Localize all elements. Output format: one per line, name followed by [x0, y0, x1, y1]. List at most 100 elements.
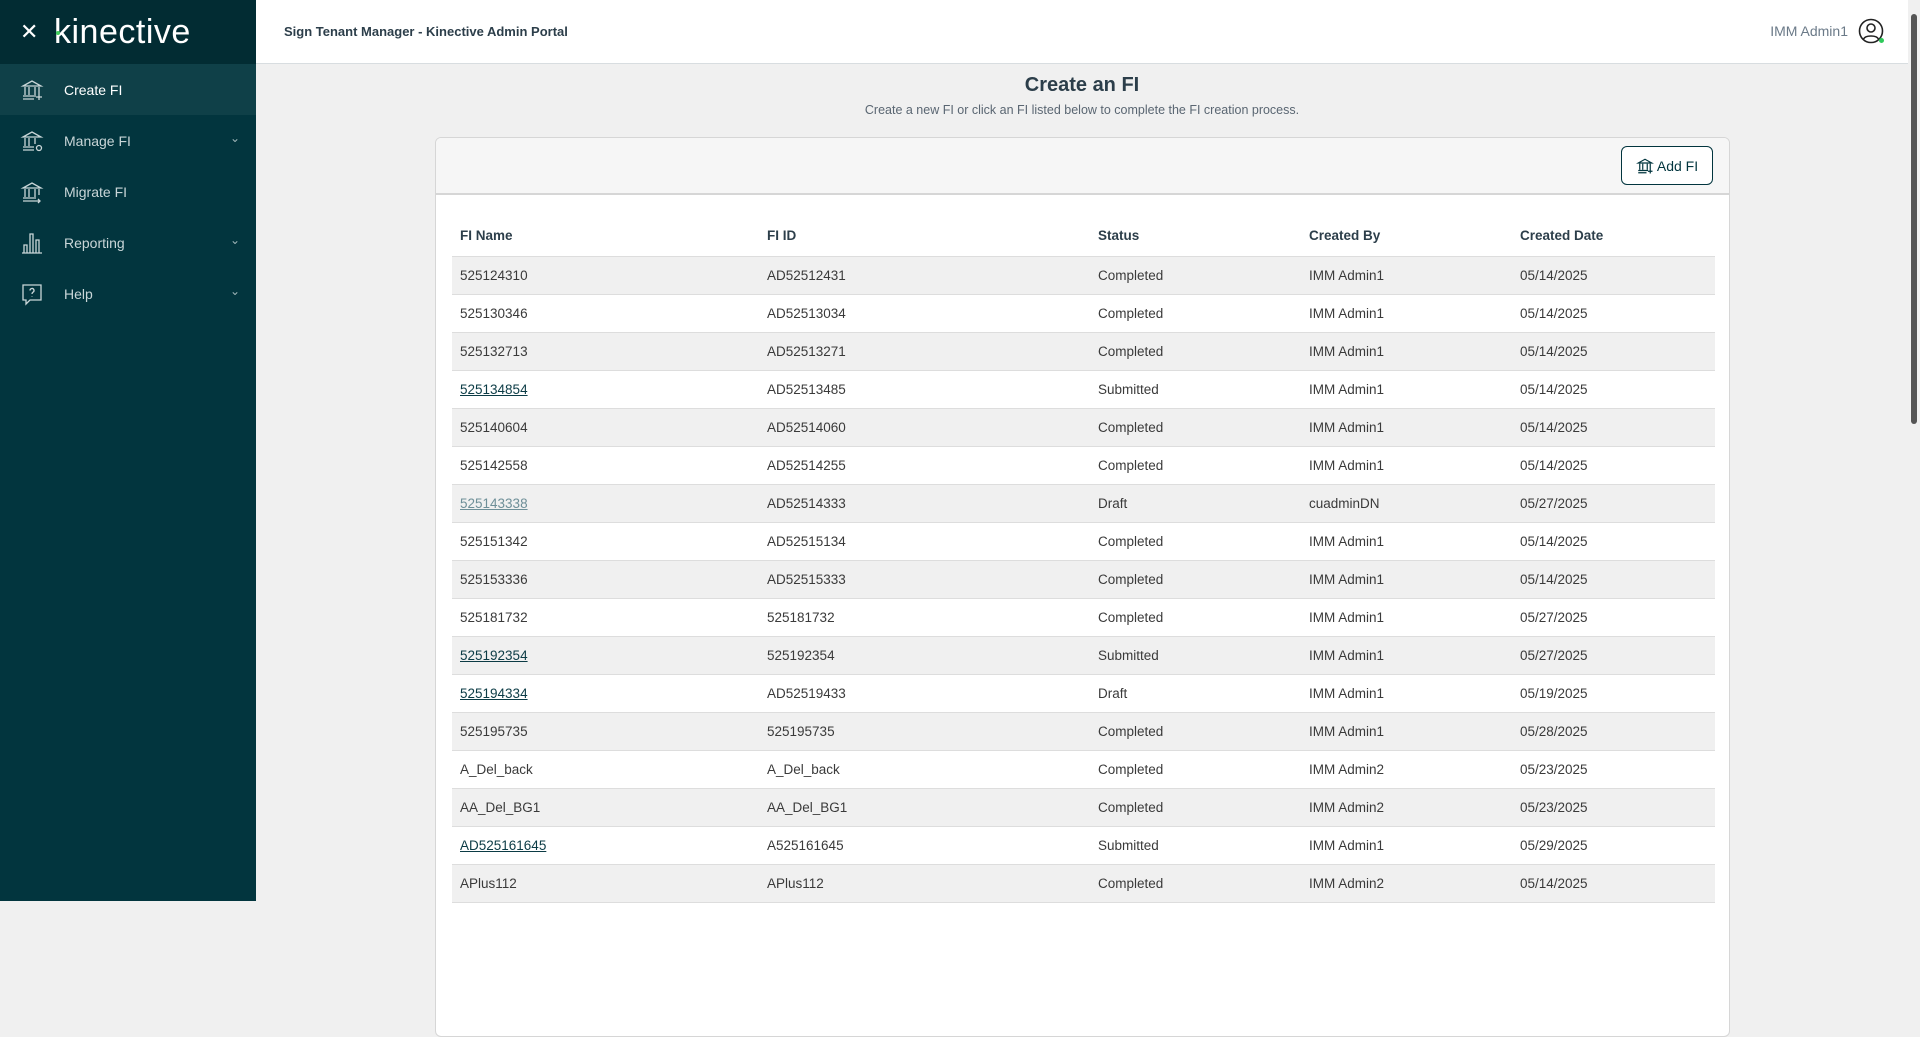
- cell-status: Submitted: [1090, 826, 1301, 865]
- logo-accent-dot: [56, 30, 60, 35]
- column-header[interactable]: FI Name: [452, 216, 759, 257]
- cell-date: 05/14/2025: [1512, 864, 1715, 903]
- cell-id: AD52512431: [759, 256, 1090, 295]
- cell-by: IMM Admin1: [1301, 370, 1512, 409]
- column-header[interactable]: Created By: [1301, 216, 1512, 257]
- cell-name: APlus112: [452, 864, 759, 903]
- table-row[interactable]: 525153336 AD52515333 Completed IMM Admin1 05…: [452, 560, 1715, 599]
- table-row[interactable]: 525143338 AD52514333 Draft cuadminDN 05/27/2…: [452, 484, 1715, 523]
- cell-name: 525132713: [452, 332, 759, 371]
- cell-by: IMM Admin2: [1301, 864, 1512, 903]
- chevron-down-icon[interactable]: ⌄: [229, 233, 240, 247]
- sidebar-item-help[interactable]: Help ⌄: [0, 268, 256, 319]
- cell-name: 525130346: [452, 294, 759, 333]
- close-icon[interactable]: ✕: [20, 19, 39, 44]
- cell-name: 525181732: [452, 598, 759, 637]
- chevron-down-icon[interactable]: ⌄: [229, 284, 240, 298]
- table-row[interactable]: 525130346 AD52513034 Completed IMM Admin1 05…: [452, 294, 1715, 333]
- add-fi-button[interactable]: Add FI: [1621, 146, 1713, 185]
- cell-by: IMM Admin1: [1301, 522, 1512, 561]
- cell-id: 525181732: [759, 598, 1090, 637]
- column-header[interactable]: Status: [1090, 216, 1301, 257]
- sidebar: ✕ kinective Create FI Manage FI ⌄ Migrate F…: [0, 0, 256, 901]
- cell-status: Completed: [1090, 294, 1301, 333]
- table-row[interactable]: 525132713 AD52513271 Completed IMM Admin1 05…: [452, 332, 1715, 371]
- table-row[interactable]: AD525161645 A525161645 Submitted IMM Admin1…: [452, 826, 1715, 865]
- help-bubble-icon: [22, 283, 42, 306]
- cell-name: 525151342: [452, 522, 759, 561]
- cell-id: AD52514255: [759, 446, 1090, 485]
- fi-name-link[interactable]: 525143338: [460, 495, 528, 511]
- sidebar-item-manage-fi[interactable]: Manage FI ⌄: [0, 115, 256, 166]
- cell-id: AD52513485: [759, 370, 1090, 409]
- cell-by: IMM Admin1: [1301, 598, 1512, 637]
- fi-name-link[interactable]: AD525161645: [460, 837, 547, 853]
- table-row[interactable]: 525142558 AD52514255 Completed IMM Admin1 05…: [452, 446, 1715, 485]
- table-row[interactable]: 525195735 525195735 Completed IMM Admin1 05/…: [452, 712, 1715, 751]
- user-menu[interactable]: IMM Admin1: [1770, 18, 1884, 44]
- cell-date: 05/14/2025: [1512, 332, 1715, 371]
- kinective-logo: kinective: [54, 12, 191, 51]
- cell-date: 05/14/2025: [1512, 370, 1715, 409]
- cell-name: 525153336: [452, 560, 759, 599]
- cell-name: 525134854: [452, 370, 759, 409]
- sidebar-item-create-fi[interactable]: Create FI: [0, 64, 256, 115]
- cell-status: Draft: [1090, 484, 1301, 523]
- fi-table: FI Name FI ID Status Created By Created Date…: [452, 216, 1715, 903]
- table-row[interactable]: 525151342 AD52515134 Completed IMM Admin1 05…: [452, 522, 1715, 561]
- cell-id: AD52513034: [759, 294, 1090, 333]
- cell-name: A_Del_back: [452, 750, 759, 789]
- cell-id: A525161645: [759, 826, 1090, 865]
- sidebar-item-label: Create FI: [64, 81, 123, 98]
- table-row[interactable]: A_Del_back A_Del_back Completed IMM Admin2 0…: [452, 750, 1715, 789]
- table-row[interactable]: APlus112 APlus112 Completed IMM Admin2 05/14…: [452, 864, 1715, 903]
- cell-date: 05/14/2025: [1512, 560, 1715, 599]
- page-subtitle: Create a new FI or click an FI listed be…: [864, 103, 1300, 117]
- fi-name-link[interactable]: 525134854: [460, 381, 528, 397]
- cell-date: 05/27/2025: [1512, 636, 1715, 675]
- online-status-dot: [1879, 38, 1884, 43]
- bank-plus-icon: [20, 79, 44, 100]
- cell-by: IMM Admin1: [1301, 294, 1512, 333]
- cell-date: 05/29/2025: [1512, 826, 1715, 865]
- table-row[interactable]: 525192354 525192354 Submitted IMM Admin1 05/…: [452, 636, 1715, 675]
- cell-date: 05/23/2025: [1512, 750, 1715, 789]
- sidebar-item-reporting[interactable]: Reporting ⌄: [0, 217, 256, 268]
- cell-by: IMM Admin1: [1301, 446, 1512, 485]
- fi-table-card: Add FI FI Name FI ID Status Created By Creat…: [435, 137, 1730, 1037]
- bar-chart-icon: [22, 232, 42, 254]
- user-avatar-icon[interactable]: [1858, 18, 1884, 44]
- cell-id: AD52519433: [759, 674, 1090, 713]
- table-row[interactable]: 525124310 AD52512431 Completed IMM Admin1 05…: [452, 256, 1715, 295]
- cell-id: AD52515333: [759, 560, 1090, 599]
- fi-name-link[interactable]: 525194334: [460, 685, 528, 701]
- cell-status: Completed: [1090, 598, 1301, 637]
- cell-status: Completed: [1090, 750, 1301, 789]
- column-header[interactable]: Created Date: [1512, 216, 1715, 257]
- cell-id: AD52514060: [759, 408, 1090, 447]
- cell-status: Completed: [1090, 256, 1301, 295]
- column-header[interactable]: FI ID: [759, 216, 1090, 257]
- cell-status: Completed: [1090, 788, 1301, 827]
- cell-date: 05/23/2025: [1512, 788, 1715, 827]
- scrollbar-thumb[interactable]: [1911, 14, 1917, 424]
- table-row[interactable]: 525181732 525181732 Completed IMM Admin1 05/…: [452, 598, 1715, 637]
- scrollbar[interactable]: [1908, 0, 1920, 901]
- cell-by: IMM Admin1: [1301, 636, 1512, 675]
- fi-name-link[interactable]: 525192354: [460, 647, 528, 663]
- sidebar-item-migrate-fi[interactable]: Migrate FI: [0, 166, 256, 217]
- cell-date: 05/14/2025: [1512, 256, 1715, 295]
- table-row[interactable]: AA_Del_BG1 AA_Del_BG1 Completed IMM Admin2 0…: [452, 788, 1715, 827]
- table-row[interactable]: 525140604 AD52514060 Completed IMM Admin1 05…: [452, 408, 1715, 447]
- cell-by: IMM Admin1: [1301, 826, 1512, 865]
- table-row[interactable]: 525134854 AD52513485 Submitted IMM Admin1 05…: [452, 370, 1715, 409]
- cell-status: Completed: [1090, 864, 1301, 903]
- chevron-down-icon[interactable]: ⌄: [229, 131, 240, 145]
- table-row[interactable]: 525194334 AD52519433 Draft IMM Admin1 05/19/…: [452, 674, 1715, 713]
- add-fi-label: Add FI: [1656, 157, 1699, 174]
- page-title: Create an FI: [1024, 74, 1140, 96]
- cell-id: AA_Del_BG1: [759, 788, 1090, 827]
- bank-arrow-icon: [20, 181, 44, 203]
- top-header: Sign Tenant Manager - Kinective Admin Po…: [256, 0, 1908, 64]
- cell-name: AA_Del_BG1: [452, 788, 759, 827]
